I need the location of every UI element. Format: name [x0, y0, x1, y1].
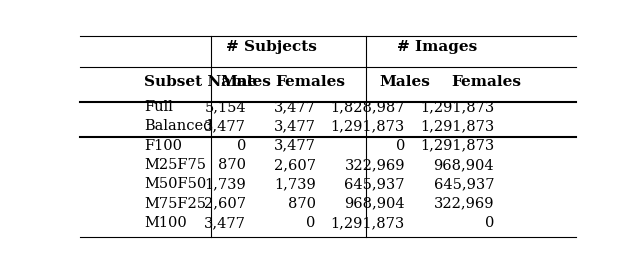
Text: 1,291,873: 1,291,873 — [331, 216, 405, 230]
Text: 3,477: 3,477 — [274, 100, 316, 114]
Text: 1,291,873: 1,291,873 — [420, 100, 494, 114]
Text: 1,291,873: 1,291,873 — [420, 139, 494, 153]
Text: Full: Full — [145, 100, 173, 114]
Text: 2,607: 2,607 — [274, 158, 316, 172]
Text: 0: 0 — [484, 216, 494, 230]
Text: Balanced: Balanced — [145, 119, 213, 133]
Text: 870: 870 — [287, 197, 316, 211]
Text: 322,969: 322,969 — [344, 158, 405, 172]
Text: 1,291,873: 1,291,873 — [331, 119, 405, 133]
Text: M75F25: M75F25 — [145, 197, 207, 211]
Text: 3,477: 3,477 — [204, 216, 246, 230]
Text: Males: Males — [380, 75, 430, 89]
Text: Males: Males — [221, 75, 271, 89]
Text: 645,937: 645,937 — [434, 177, 494, 191]
Text: 0: 0 — [396, 139, 405, 153]
Text: 3,477: 3,477 — [274, 119, 316, 133]
Text: 5,154: 5,154 — [205, 100, 246, 114]
Text: 870: 870 — [218, 158, 246, 172]
Text: 322,969: 322,969 — [434, 197, 494, 211]
Text: Females: Females — [276, 75, 346, 89]
Text: Females: Females — [452, 75, 522, 89]
Text: 968,904: 968,904 — [344, 197, 405, 211]
Text: 645,937: 645,937 — [344, 177, 405, 191]
Text: 2,607: 2,607 — [204, 197, 246, 211]
Text: 1,291,873: 1,291,873 — [420, 119, 494, 133]
Text: 0: 0 — [237, 139, 246, 153]
Text: # Subjects: # Subjects — [225, 40, 316, 54]
Text: # Images: # Images — [397, 40, 477, 54]
Text: 1,828,987: 1,828,987 — [330, 100, 405, 114]
Text: 3,477: 3,477 — [204, 119, 246, 133]
Text: M50F50: M50F50 — [145, 177, 207, 191]
Text: F100: F100 — [145, 139, 182, 153]
Text: 1,739: 1,739 — [204, 177, 246, 191]
Text: M25F75: M25F75 — [145, 158, 207, 172]
Text: 3,477: 3,477 — [274, 139, 316, 153]
Text: 968,904: 968,904 — [433, 158, 494, 172]
Text: 1,739: 1,739 — [274, 177, 316, 191]
Text: Subset Name: Subset Name — [145, 75, 258, 89]
Text: M100: M100 — [145, 216, 188, 230]
Text: 0: 0 — [306, 216, 316, 230]
